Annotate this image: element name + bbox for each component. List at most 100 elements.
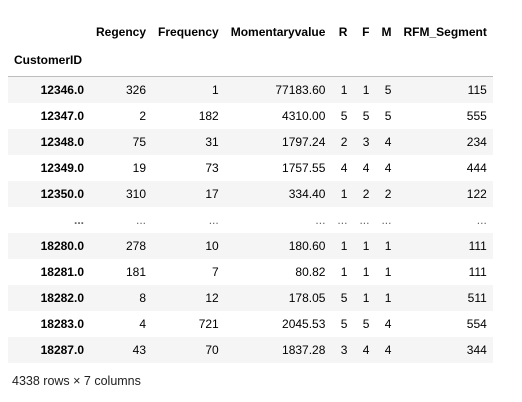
table-cell: 1	[384, 238, 392, 253]
table-cell: 8	[139, 290, 147, 305]
table-cell: 10	[205, 238, 219, 253]
table-cell: 182	[198, 108, 219, 123]
table-cell: 2	[139, 108, 147, 123]
index-row-blank	[353, 44, 375, 77]
table-row: 18280.0 278 10 180.60 1 1 1 111	[8, 232, 493, 259]
table-cell: 5	[362, 316, 370, 331]
table-cell: 43	[132, 342, 147, 357]
row-index: 18282.0	[40, 290, 84, 305]
table-cell: 2	[362, 186, 370, 201]
table-cell: 17	[205, 186, 219, 201]
table-cell: 1	[362, 264, 370, 279]
table-row: 18283.0 4 721 2045.53 5 5 4 554	[8, 311, 493, 337]
index-row-blank	[331, 44, 353, 77]
table-cell: 4	[139, 316, 147, 331]
table-cell: 444	[466, 160, 487, 175]
column-header: M	[381, 25, 392, 39]
table-row: 18287.0 43 70 1837.28 3 4 4 344	[8, 336, 493, 363]
table-cell: 511	[467, 290, 487, 305]
row-index: 12350.0	[40, 186, 84, 201]
table-body: 12346.0 326 1 77183.60 1 1 5 115 12347.0 2 182 4310…	[8, 76, 493, 363]
row-index: 12347.0	[40, 108, 84, 123]
table-cell: ...	[315, 212, 326, 227]
row-index: 18287.0	[40, 342, 84, 357]
table-cell: 1	[362, 238, 370, 253]
table-cell: ...	[136, 212, 147, 227]
table-cell: 278	[126, 238, 147, 253]
table-cell: 19	[132, 160, 147, 175]
column-header: RFM_Segment	[403, 25, 487, 39]
row-index: 18283.0	[40, 316, 84, 331]
table-cell: 115	[467, 82, 487, 97]
table-cell: 111	[468, 238, 487, 253]
row-index: 12346.0	[40, 82, 84, 97]
index-row-blank	[152, 44, 225, 77]
dataframe-table: Regency Frequency Momentaryvalue R F M R…	[8, 20, 493, 363]
table-cell: 1	[340, 82, 348, 97]
table-cell: 3	[340, 342, 348, 357]
table-cell: 75	[132, 134, 147, 149]
table-cell: 1757.55	[282, 160, 326, 175]
table-row: ........................	[8, 207, 493, 233]
row-index: 12349.0	[40, 160, 84, 175]
table-cell: ...	[208, 212, 219, 227]
table-cell: 31	[205, 134, 219, 149]
table-cell: 73	[205, 160, 219, 175]
table-cell: 1	[384, 264, 392, 279]
table-cell: 122	[466, 186, 487, 201]
table-cell: 555	[466, 108, 487, 123]
index-name-row: CustomerID	[8, 44, 493, 77]
table-cell: 4	[384, 316, 392, 331]
table-row: 18282.0 8 12 178.05 5 1 1 511	[8, 284, 493, 311]
table-row: 12346.0 326 1 77183.60 1 1 5 115	[8, 76, 493, 103]
table-cell: 344	[466, 342, 487, 357]
table-cell: 7	[212, 264, 219, 279]
index-row-blank	[225, 44, 332, 77]
column-header: F	[362, 25, 370, 39]
table-cell: 2	[384, 186, 392, 201]
table-cell: 2	[340, 134, 348, 149]
table-cell: 181	[126, 264, 147, 279]
table-cell: 178.05	[288, 290, 326, 305]
table-cell: 1	[384, 290, 392, 305]
column-header: Frequency	[158, 25, 219, 39]
table-cell: 5	[340, 316, 348, 331]
table-cell: 310	[126, 186, 147, 201]
table-cell: 5	[340, 290, 348, 305]
table-cell: 180.60	[288, 238, 326, 253]
header-blank	[8, 20, 90, 44]
table-cell: 1	[362, 290, 370, 305]
table-cell: 1	[340, 238, 348, 253]
table-cell: 12	[205, 290, 219, 305]
table-cell: 80.82	[295, 264, 326, 279]
table-cell: 1	[340, 186, 348, 201]
column-header: Momentaryvalue	[230, 25, 326, 39]
table-cell: 5	[384, 108, 392, 123]
table-cell: 5	[340, 108, 348, 123]
table-cell: 1	[340, 264, 348, 279]
table-cell: ...	[476, 212, 487, 227]
table-cell: 77183.60	[275, 82, 326, 97]
table-cell: 721	[198, 316, 219, 331]
table-cell: 1797.24	[282, 134, 326, 149]
table-cell: 234	[466, 134, 487, 149]
table-cell: 4	[384, 342, 392, 357]
table-cell: 5	[384, 82, 392, 97]
column-header: Regency	[96, 25, 147, 39]
table-cell: 554	[466, 316, 487, 331]
table-cell: 4	[384, 160, 392, 175]
table-cell: 4	[362, 160, 370, 175]
table-cell: 1	[362, 82, 370, 97]
table-cell: 70	[205, 342, 219, 357]
table-cell: 1837.28	[282, 342, 326, 357]
table-cell: 2045.53	[282, 316, 326, 331]
table-row: 12349.0 19 73 1757.55 4 4 4 444	[8, 155, 493, 181]
table-cell: 4310.00	[282, 108, 326, 123]
index-row-blank	[90, 44, 152, 77]
shape-summary: 4338 rows × 7 columns	[12, 374, 141, 388]
row-index: 12348.0	[40, 134, 84, 149]
column-header: R	[338, 25, 348, 39]
index-name: CustomerID	[14, 53, 83, 67]
table-row: 12348.0 75 31 1797.24 2 3 4 234	[8, 128, 493, 155]
